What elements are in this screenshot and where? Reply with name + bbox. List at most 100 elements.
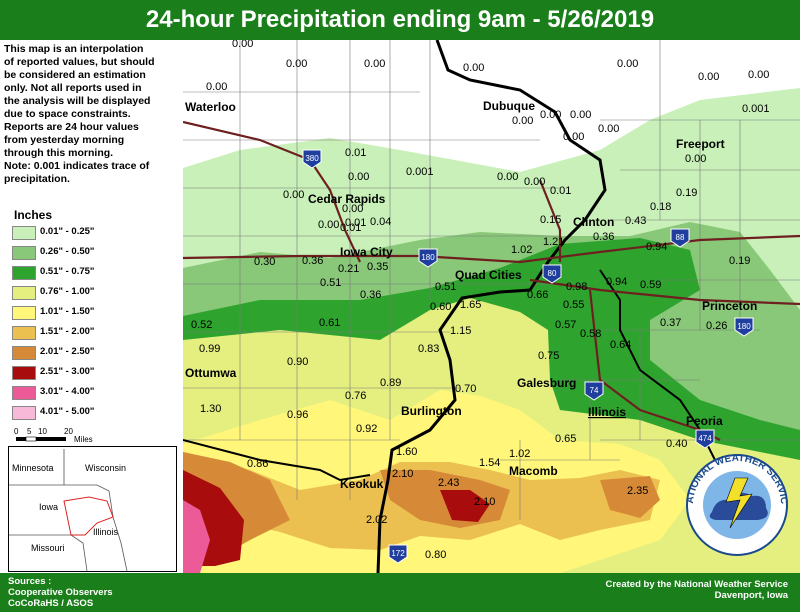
precip-value: 0.00 — [232, 40, 253, 50]
precip-value: 1.02 — [511, 244, 532, 256]
precip-value: 0.00 — [286, 58, 307, 70]
legend-label: 0.76" - 1.00" — [40, 286, 95, 297]
precip-value: 0.00 — [540, 109, 561, 121]
legend-label: 2.01" - 2.50" — [40, 346, 95, 357]
city-label: Cedar Rapids — [308, 192, 386, 206]
precip-value: 0.96 — [287, 409, 308, 421]
precip-value: 0.37 — [660, 317, 681, 329]
disclaimer-line: precipitation. — [4, 173, 70, 185]
band-3-01-4-00 — [183, 500, 210, 573]
scale-tick-label: 20 — [64, 427, 73, 436]
interstate-shield: 88 — [670, 228, 690, 248]
precip-value: 0.35 — [367, 261, 388, 273]
state-label: Illinois — [588, 405, 626, 419]
band-2-51-3-00 — [183, 470, 490, 566]
precip-value: 0.00 — [524, 176, 545, 188]
legend-swatch — [12, 306, 36, 320]
inset-state-label: Iowa — [39, 502, 58, 512]
precip-value: 0.51 — [435, 281, 456, 293]
interstate-label: 474 — [698, 434, 712, 443]
legend-label: 2.51" - 3.00" — [40, 366, 95, 377]
scale-bar: 0 5 10 20 Miles — [14, 427, 93, 444]
precip-value: 0.01 — [345, 217, 366, 229]
credit-line: Davenport, Iowa — [714, 590, 788, 601]
legend-swatch — [12, 366, 36, 380]
scale-segment — [25, 436, 37, 442]
precip-value: 2.02 — [366, 514, 387, 526]
legend-swatch — [12, 226, 36, 240]
precip-value: 0.99 — [199, 343, 220, 355]
city-label: Burlington — [401, 404, 462, 418]
precip-value: 0.92 — [356, 423, 377, 435]
precip-value: 0.36 — [593, 231, 614, 243]
interstate-shield: 80 — [542, 264, 562, 284]
county-lines — [183, 40, 800, 520]
precip-value: 0.40 — [666, 438, 687, 450]
precip-value: 0.75 — [538, 350, 559, 362]
legend-label: 0.51" - 0.75" — [40, 266, 95, 277]
precip-value: 1.30 — [200, 403, 221, 415]
legend-label: 0.26" - 0.50" — [40, 246, 95, 257]
interstate-shield: 380 — [302, 149, 322, 169]
legend-swatch — [12, 326, 36, 340]
precip-value: 0.90 — [287, 356, 308, 368]
precip-value: 0.00 — [342, 203, 363, 215]
legend-label: 1.01" - 1.50" — [40, 306, 95, 317]
precip-value: 1.21 — [543, 236, 564, 248]
disclaimer-line: Note: 0.001 indicates trace of — [4, 160, 150, 172]
precip-value: 2.10 — [392, 468, 413, 480]
precip-value: 0.65 — [555, 433, 576, 445]
precip-value: 1.65 — [460, 299, 481, 311]
city-label: Macomb — [509, 464, 558, 478]
disclaimer-line: This map is an interpolation — [4, 43, 144, 55]
disclaimer-line: be considered an estimation — [4, 69, 146, 81]
precip-value: 0.00 — [348, 171, 369, 183]
city-labels: Waterloo Dubuque Freeport Cedar Rapids C… — [185, 99, 757, 491]
precip-value: 0.30 — [254, 256, 275, 268]
city-label: Waterloo — [185, 100, 236, 114]
disclaimer-text: This map is an interpolation of reported… — [4, 43, 180, 186]
precip-value: 0.83 — [418, 343, 439, 355]
precip-value: 0.04 — [370, 216, 391, 228]
scale-segment — [16, 437, 26, 441]
precip-value: 0.00 — [698, 71, 719, 83]
precip-value: 0.01 — [345, 147, 366, 159]
mississippi-river — [376, 40, 607, 573]
map-title: 24-hour Precipitation ending 9am - 5/26/… — [0, 0, 800, 40]
precip-value: 0.36 — [302, 255, 323, 267]
legend-swatch — [12, 386, 36, 400]
precip-value: 0.00 — [364, 58, 385, 70]
interstate-label: 172 — [391, 549, 405, 558]
interstate-shields: 380 180 88 80 180 74 474 172 — [302, 149, 754, 564]
precip-value: 1.60 — [396, 446, 417, 458]
inset-state-label: Illinois — [93, 527, 119, 537]
precip-value: 0.00 — [318, 219, 339, 231]
precip-value: 0.00 — [685, 153, 706, 165]
disclaimer-line: of reported values, but should — [4, 56, 155, 68]
info-panel: This map is an interpolation of reported… — [0, 40, 183, 573]
precip-value: 2.43 — [438, 477, 459, 489]
precip-value: 0.00 — [512, 115, 533, 127]
precip-value: 0.60 — [430, 301, 451, 313]
precip-value: 1.02 — [509, 448, 530, 460]
precip-value: 0.55 — [563, 299, 584, 311]
precip-value: 0.00 — [570, 109, 591, 121]
precip-value: 0.94 — [606, 276, 627, 288]
precipitation-map: 380 180 88 80 180 74 474 172 0.00 0.00 0… — [183, 40, 800, 573]
city-label: Quad Cities — [455, 268, 522, 282]
interstate-shield: 180 — [418, 248, 438, 268]
scale-segment — [36, 437, 66, 441]
city-label: Ottumwa — [185, 366, 237, 380]
precip-value: 0.61 — [319, 317, 340, 329]
disclaimer-line: the analysis will be displayed — [4, 95, 151, 107]
precip-value: 0.86 — [247, 458, 268, 470]
sources: Sources : Cooperative Observers CoCoRaHS… — [8, 576, 113, 609]
city-label: Keokuk — [340, 477, 384, 491]
city-label: Peoria — [686, 414, 723, 428]
scale-tick-label: 0 — [14, 427, 19, 436]
precip-value: 0.00 — [283, 189, 304, 201]
interstate-label: 88 — [676, 233, 685, 242]
locator-inset-map: Minnesota Wisconsin Iowa Illinois Missou… — [8, 446, 177, 572]
precip-value: 0.76 — [345, 390, 366, 402]
precip-value: 0.00 — [206, 81, 227, 93]
